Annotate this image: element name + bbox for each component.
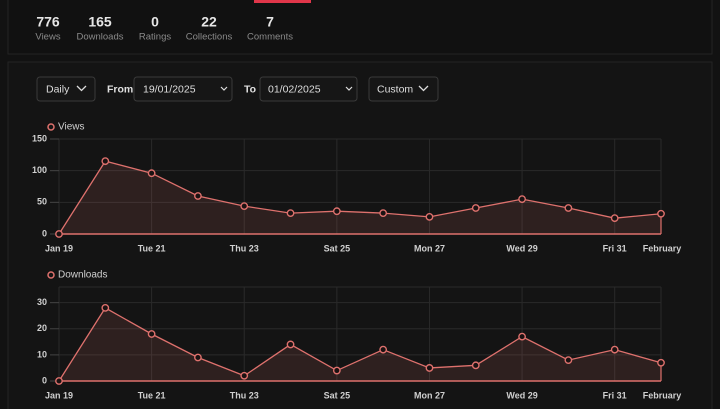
to-label: To xyxy=(244,83,256,95)
stat-value: 0 xyxy=(151,14,159,30)
stat-value: 776 xyxy=(36,14,60,30)
line xyxy=(58,307,662,382)
x-tick-label: Mon 27 xyxy=(414,243,445,253)
y-tick-label: 150 xyxy=(32,133,47,143)
legend-label: Downloads xyxy=(58,270,107,281)
stats-panel xyxy=(7,61,713,409)
point xyxy=(55,230,63,238)
point xyxy=(332,207,341,216)
point xyxy=(332,366,341,375)
point xyxy=(471,361,480,370)
select-value: Custom xyxy=(377,83,413,95)
point xyxy=(101,303,110,312)
chevron xyxy=(220,86,228,91)
stat-label: Views xyxy=(35,32,60,43)
point xyxy=(101,157,110,166)
x-tick-label: Wed 29 xyxy=(506,390,537,400)
select-box[interactable] xyxy=(368,76,439,102)
x-tick-label: Fri 31 xyxy=(603,390,627,400)
stats-bar xyxy=(7,0,713,55)
area xyxy=(59,161,661,234)
point xyxy=(147,330,156,338)
point xyxy=(564,356,573,365)
x-tick-label: Tue 21 xyxy=(138,243,166,253)
stat-value: 22 xyxy=(201,14,217,30)
point xyxy=(471,204,480,212)
y-tick-label: 10 xyxy=(37,349,47,359)
point xyxy=(610,345,619,354)
y-tick-label: 0 xyxy=(42,228,47,238)
select-box[interactable] xyxy=(36,76,96,102)
date-value: 01/02/2025 xyxy=(268,83,321,95)
x-tick-label: Thu 23 xyxy=(230,390,259,400)
point xyxy=(194,353,202,362)
legend-label: Views xyxy=(58,122,85,133)
point xyxy=(518,332,526,341)
select-value: Daily xyxy=(46,83,70,95)
point xyxy=(286,340,295,349)
x-tick-label: Mon 27 xyxy=(414,390,445,400)
x-tick-label: Tue 21 xyxy=(138,390,166,400)
point xyxy=(379,345,388,354)
active-tab-indicator xyxy=(254,0,311,3)
date-value: 19/01/2025 xyxy=(143,83,196,95)
range-select[interactable]: Custom xyxy=(368,76,439,102)
date-box[interactable] xyxy=(133,76,233,102)
y-tick-label: 50 xyxy=(37,197,47,207)
point xyxy=(55,377,63,385)
y-tick-label: 100 xyxy=(32,165,47,175)
point xyxy=(147,169,156,178)
x-tick-label: February xyxy=(643,390,682,400)
point xyxy=(518,195,526,204)
point xyxy=(240,371,249,380)
y-tick-label: 20 xyxy=(37,323,47,333)
from-label: From xyxy=(107,83,133,95)
point xyxy=(564,204,573,212)
line xyxy=(58,160,662,235)
date-box[interactable] xyxy=(259,76,358,102)
point xyxy=(610,214,619,223)
chevron xyxy=(418,85,429,92)
point xyxy=(240,202,249,211)
x-tick-label: Sat 25 xyxy=(324,390,351,400)
y-tick-label: 30 xyxy=(37,297,47,307)
point xyxy=(425,212,434,221)
x-tick-label: Thu 23 xyxy=(230,243,259,253)
point xyxy=(657,209,665,218)
stat-value: 165 xyxy=(88,14,112,30)
stat-value: 7 xyxy=(266,14,274,30)
to-date[interactable]: 01/02/2025 xyxy=(259,76,358,102)
interval-select[interactable]: Daily xyxy=(36,76,96,102)
stat-label: Collections xyxy=(186,32,233,43)
point xyxy=(286,209,295,218)
x-tick-label: Fri 31 xyxy=(603,243,627,253)
x-tick-label: Wed 29 xyxy=(506,243,537,253)
legend-marker xyxy=(47,271,55,279)
point xyxy=(657,358,665,367)
chevron xyxy=(345,86,353,91)
from-date[interactable]: 19/01/2025 xyxy=(133,76,233,102)
point xyxy=(425,364,434,372)
legend-marker xyxy=(47,123,55,131)
x-tick-label: Jan 19 xyxy=(45,390,73,400)
point xyxy=(194,192,202,200)
stat-label: Ratings xyxy=(139,32,171,43)
x-tick-label: Sat 25 xyxy=(324,243,351,253)
point xyxy=(379,209,388,218)
chevron xyxy=(76,85,87,92)
x-tick-label: Jan 19 xyxy=(45,243,73,253)
x-tick-label: February xyxy=(643,243,682,253)
stat-label: Downloads xyxy=(77,32,124,43)
stat-label: Comments xyxy=(247,32,293,43)
y-tick-label: 0 xyxy=(42,375,47,385)
